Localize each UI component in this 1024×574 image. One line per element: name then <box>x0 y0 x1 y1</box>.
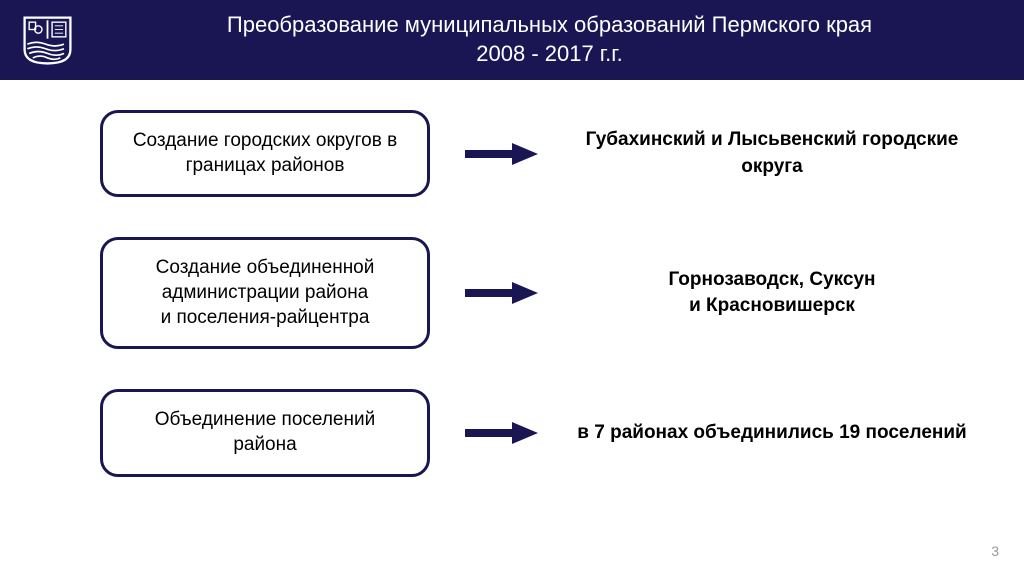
logo-icon <box>20 13 75 68</box>
title-line-1: Преобразование муниципальных образований… <box>227 12 872 37</box>
arrow-icon <box>460 278 540 308</box>
slide-header: Преобразование муниципальных образований… <box>0 0 1024 80</box>
diagram-row: Объединение поселений района в 7 районах… <box>100 389 974 476</box>
result-text: в 7 районах объединились 19 поселений <box>570 420 974 447</box>
title-line-2: 2008 - 2017 г.г. <box>476 41 622 66</box>
page-number: 3 <box>991 543 999 559</box>
action-box: Создание объединенной администрации райо… <box>100 237 430 349</box>
arrow-icon <box>460 139 540 169</box>
slide-title: Преобразование муниципальных образований… <box>95 11 1004 68</box>
diagram-row: Создание городских округов в границах ра… <box>100 110 974 197</box>
arrow-icon <box>460 418 540 448</box>
action-box: Объединение поселений района <box>100 389 430 476</box>
result-text: Горнозаводск, Суксуни Красновишерск <box>570 267 974 320</box>
diagram-row: Создание объединенной администрации райо… <box>100 237 974 349</box>
result-text: Губахинский и Лысьвенский городские окру… <box>570 127 974 180</box>
slide-content: Создание городских округов в границах ра… <box>0 80 1024 537</box>
action-box: Создание городских округов в границах ра… <box>100 110 430 197</box>
